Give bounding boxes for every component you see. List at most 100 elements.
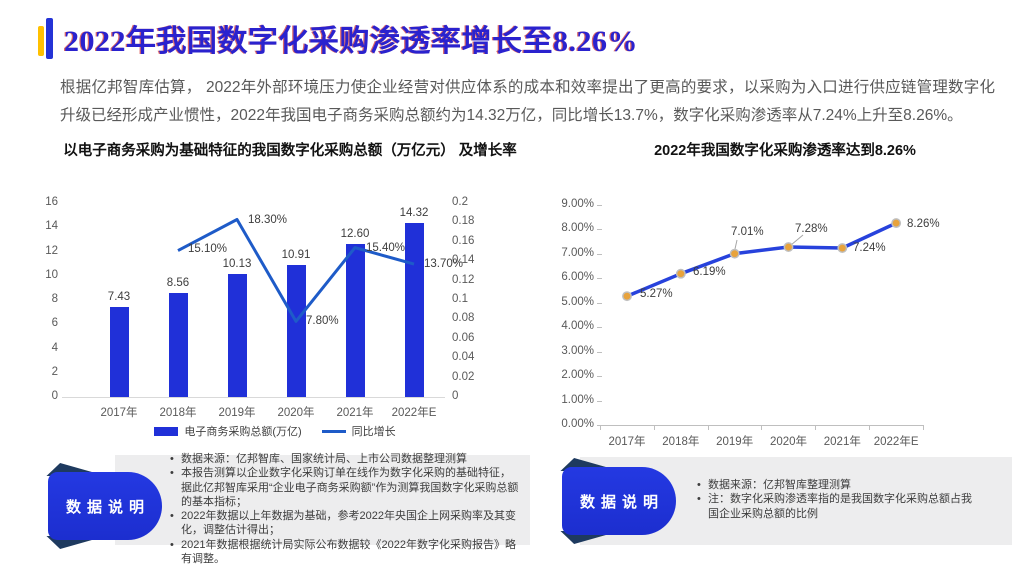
left-axis-tick-label: 12	[45, 244, 58, 257]
left-axis-tick-label: 0	[51, 390, 58, 402]
x-axis-tick	[653, 425, 655, 430]
bar-value-label: 7.43	[107, 290, 131, 303]
x-axis-tick	[869, 425, 871, 430]
note-item: 2021年数据根据统计局实际公布数据较《2022年数字化采购报告》略有调整。	[168, 538, 520, 565]
x-axis-category-label: 2018年	[159, 407, 197, 419]
penetration-value-label: 7.28%	[795, 223, 828, 235]
note-item: 2022年数据以上年数据为基础，参考2022年央国企上网采购率及其变化，调整估计…	[168, 509, 520, 538]
growth-trend-line	[177, 217, 415, 323]
y-axis-tick	[597, 327, 602, 329]
x-axis-category-label: 2017年	[608, 436, 646, 448]
y-axis-tick-label: 7.00%	[561, 246, 594, 259]
x-axis-category-label: 2019年	[716, 436, 754, 448]
data-point-marker	[729, 248, 740, 259]
left-axis-tick-label: 4	[51, 341, 58, 354]
x-axis-category-label: 2020年	[277, 407, 315, 419]
growth-line-svg	[177, 217, 415, 323]
legend-bar-label: 电子商务采购总额(万亿)	[184, 426, 302, 438]
y-axis-tick-label: 6.00%	[561, 271, 594, 284]
x-axis-tick	[761, 425, 763, 430]
badge-label: 数据说明	[562, 467, 676, 535]
data-point-marker	[783, 242, 794, 252]
title-accent-blue-bar	[46, 18, 53, 59]
bar-2018年	[168, 293, 188, 397]
badge-label: 数据说明	[48, 472, 162, 540]
x-axis-tick	[707, 425, 709, 430]
left-axis-tick-label: 10	[45, 268, 58, 281]
y-axis-tick	[597, 278, 602, 280]
y-axis-tick	[597, 425, 602, 426]
x-axis-category-label: 2022年E	[873, 436, 919, 448]
y-axis-tick	[597, 376, 602, 378]
notes-left-list: 数据来源：亿邦智库、国家统计局、上市公司数据整理测算本报告测算以企业数字化采购订…	[168, 452, 520, 565]
y-axis-tick	[597, 400, 602, 402]
right-axis-tick-label: 0.04	[452, 351, 475, 364]
left-axis-tick-label: 14	[45, 220, 58, 233]
bar-value-label: 8.56	[166, 277, 190, 290]
bar-2021年	[345, 244, 365, 397]
data-point-marker	[891, 218, 902, 229]
penetration-value-label: 6.19%	[693, 266, 726, 278]
right-axis-tick-label: 0.2	[452, 196, 468, 208]
x-axis-tick	[815, 425, 817, 430]
growth-value-label: 7.80%	[306, 315, 339, 327]
y-axis-tick	[597, 351, 602, 353]
left-axis-tick-label: 6	[51, 317, 58, 330]
data-point-marker	[837, 243, 848, 253]
x-axis-category-label: 2021年	[823, 436, 861, 448]
y-axis-tick-label: 0.00%	[561, 418, 594, 430]
penetration-line-svg	[622, 218, 902, 302]
left-axis-tick-label: 8	[51, 293, 58, 305]
right-axis-tick-label: 0.1	[452, 293, 468, 305]
label-leader-line	[734, 239, 738, 250]
right-chart-title: 2022年我国数字化采购渗透率达到8.26%	[654, 143, 916, 159]
legend-bar-swatch	[154, 426, 179, 436]
x-axis-line	[62, 397, 445, 398]
y-axis-tick	[597, 302, 602, 304]
y-axis-tick-label: 2.00%	[561, 369, 594, 382]
penetration-value-label: 5.27%	[640, 288, 673, 300]
left-axis-tick-label: 16	[45, 196, 58, 208]
note-item: 注：数字化采购渗透率指的是我国数字化采购总额占我国企业采购总额的比例	[695, 492, 977, 521]
bar-2017年	[109, 306, 129, 397]
y-axis-tick-label: 8.00%	[561, 222, 594, 235]
x-axis-tick	[600, 425, 601, 430]
left-chart-title: 以电子商务采购为基础特征的我国数字化采购总额（万亿元） 及增长率	[63, 143, 517, 159]
x-axis-tick	[922, 425, 924, 430]
x-axis-category-label: 2021年	[336, 407, 374, 419]
y-axis-tick	[597, 205, 602, 206]
right-axis-tick-label: 0.16	[452, 234, 475, 247]
procurement-total-bar-line-chart: 16 14 12 10 8 6 4 2 0 0.2 0.18 0.16 0.14 0.12 0.1 0.08 0…	[40, 195, 510, 445]
y-axis-tick-label: 3.00%	[561, 344, 594, 357]
notes-right-list: 数据来源：亿邦智库整理测算注：数字化采购渗透率指的是我国数字化采购总额占我国企业…	[695, 478, 977, 521]
bar-value-label: 10.91	[281, 248, 311, 261]
right-axis-tick-label: 0.12	[452, 273, 475, 286]
x-axis-category-label: 2017年	[100, 407, 138, 419]
label-leader-line	[790, 234, 804, 246]
y-axis-tick-label: 1.00%	[561, 393, 594, 406]
y-axis-tick	[597, 253, 602, 255]
x-axis-category-label: 2019年	[218, 407, 256, 419]
right-axis-tick-label: 0.18	[452, 215, 475, 228]
bar-value-label: 10.13	[222, 258, 252, 271]
growth-value-label: 18.30%	[248, 214, 288, 226]
y-axis-tick-label: 4.00%	[561, 320, 594, 333]
intro-paragraph: 根据亿邦智库估算， 2022年外部环境压力使企业经营对供应体系的成本和效率提出了…	[60, 79, 995, 124]
chart-legend: 电子商务采购总额(万亿) 同比增长	[75, 423, 475, 439]
x-axis-category-label: 2018年	[662, 436, 700, 448]
penetration-trend-line	[626, 221, 897, 298]
penetration-rate-line-chart: 9.00% 8.00% 7.00% 6.00% 5.00% 4.00% 3.00% 2.00%…	[560, 195, 1014, 455]
bar-value-label: 14.32	[399, 207, 429, 220]
y-axis-tick	[597, 229, 602, 231]
data-point-marker	[622, 291, 632, 302]
data-notes-badge-left: 数据说明	[46, 463, 162, 549]
penetration-value-label: 8.26%	[907, 218, 940, 230]
growth-value-label: 15.10%	[188, 243, 228, 255]
y-axis-tick-label: 5.00%	[561, 295, 594, 308]
bar-value-label: 12.60	[340, 228, 370, 241]
data-point-marker	[675, 268, 686, 279]
right-axis-tick-label: 0.08	[452, 312, 475, 325]
page-title: 2022年我国数字化采购渗透率增长至8.26%	[64, 25, 638, 58]
note-item: 本报告测算以企业数字化采购订单在线作为数字化采购的基础特征，据此亿邦智库采用“企…	[168, 466, 520, 509]
